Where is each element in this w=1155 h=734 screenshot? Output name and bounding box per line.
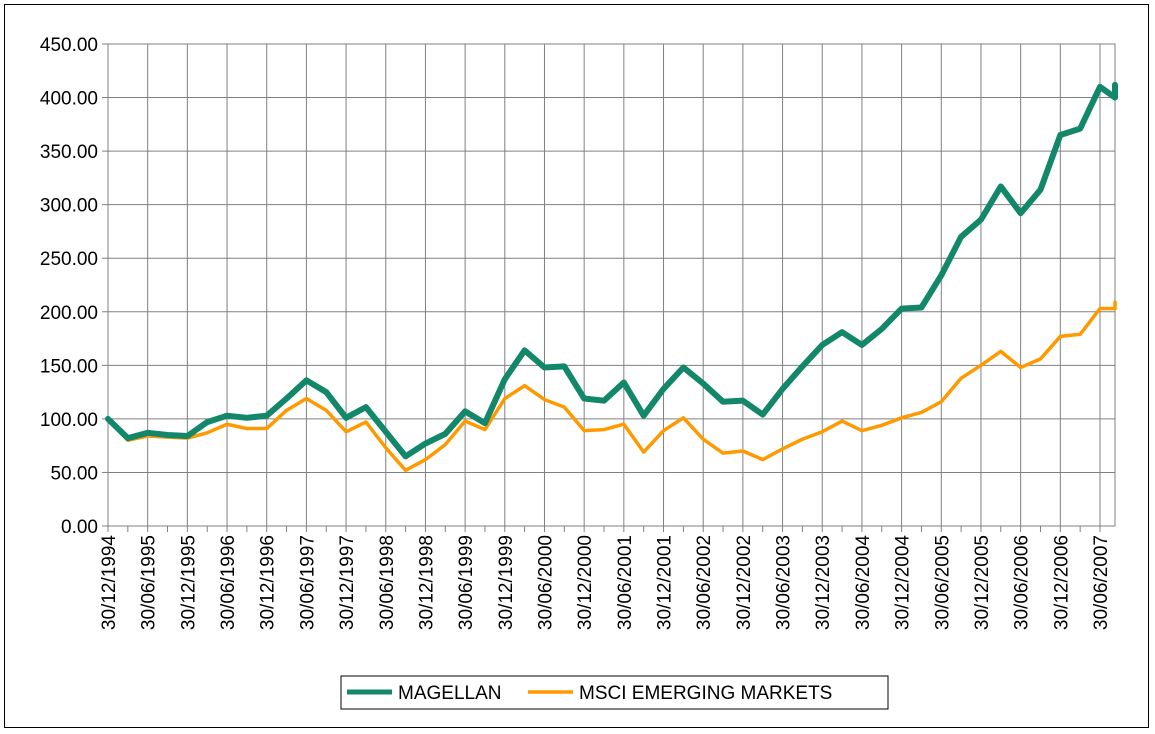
x-tick-label: 30/06/2002 xyxy=(694,535,715,630)
x-tick-label: 30/06/1996 xyxy=(218,535,239,630)
y-tick-label: 400.00 xyxy=(40,89,98,110)
y-tick-label: 100.00 xyxy=(40,410,98,431)
axes xyxy=(102,43,1115,532)
x-tick-label: 30/12/2001 xyxy=(655,535,676,630)
y-tick-label: 50.00 xyxy=(50,463,98,484)
x-tick-label: 30/12/1998 xyxy=(416,535,437,630)
x-tick-label: 30/12/2003 xyxy=(813,535,834,630)
y-tick-label: 300.00 xyxy=(40,196,98,217)
y-tick-label: 350.00 xyxy=(40,142,98,163)
y-tick-label: 250.00 xyxy=(40,249,98,270)
x-tick-label: 30/12/2005 xyxy=(972,535,993,630)
legend-box xyxy=(340,675,889,710)
y-tick-label: 0.00 xyxy=(61,517,98,538)
x-tick-label: 30/12/2006 xyxy=(1051,535,1072,630)
x-tick-label: 30/06/1998 xyxy=(377,535,398,630)
x-tick-label: 30/06/2001 xyxy=(615,535,636,630)
x-tick-label: 30/06/2000 xyxy=(535,535,556,630)
x-tick-label: 30/12/1999 xyxy=(496,535,517,630)
y-tick-label: 450.00 xyxy=(40,35,98,56)
legend-label-magellan: MAGELLAN xyxy=(398,683,501,704)
x-axis-tick-labels: 30/12/1994 30/06/1995 30/12/1995 30/06/1996… xyxy=(99,535,1112,631)
x-tick-label: 30/12/2004 xyxy=(893,535,914,631)
y-axis-tick-labels: 0.00 50.00 100.00 150.00 200.00 250.00 300.00 3… xyxy=(40,35,98,538)
plot-area xyxy=(107,43,1116,527)
x-tick-label: 30/12/1996 xyxy=(258,535,279,630)
y-tick-label: 200.00 xyxy=(40,303,98,324)
x-tick-label: 30/06/2007 xyxy=(1091,535,1112,630)
x-tick-label: 30/06/2006 xyxy=(1012,535,1033,630)
x-tick-label: 30/06/1995 xyxy=(139,535,160,630)
x-tick-label: 30/12/1994 xyxy=(99,535,120,631)
x-tick-label: 30/12/1995 xyxy=(178,535,199,630)
series-line-msci-emerging-markets xyxy=(106,300,1117,473)
y-tick-label: 150.00 xyxy=(40,356,98,377)
x-tick-label: 30/06/1999 xyxy=(456,535,477,630)
x-tick-label: 30/12/2000 xyxy=(575,535,596,630)
x-tick-label: 30/06/2005 xyxy=(932,535,953,630)
x-tick-label: 30/06/2003 xyxy=(774,535,795,630)
series-lines xyxy=(105,81,1118,473)
legend-label-msci-emerging-markets: MSCI EMERGING MARKETS xyxy=(579,683,832,704)
legend: MAGELLAN MSCI EMERGING MARKETS xyxy=(340,675,889,710)
x-tick-label: 30/06/1997 xyxy=(297,535,318,630)
x-tick-label: 30/06/2004 xyxy=(853,535,874,631)
x-tick-label: 30/12/1997 xyxy=(337,535,358,630)
series-line-magellan xyxy=(105,81,1118,460)
x-tick-label: 30/12/2002 xyxy=(734,535,755,630)
